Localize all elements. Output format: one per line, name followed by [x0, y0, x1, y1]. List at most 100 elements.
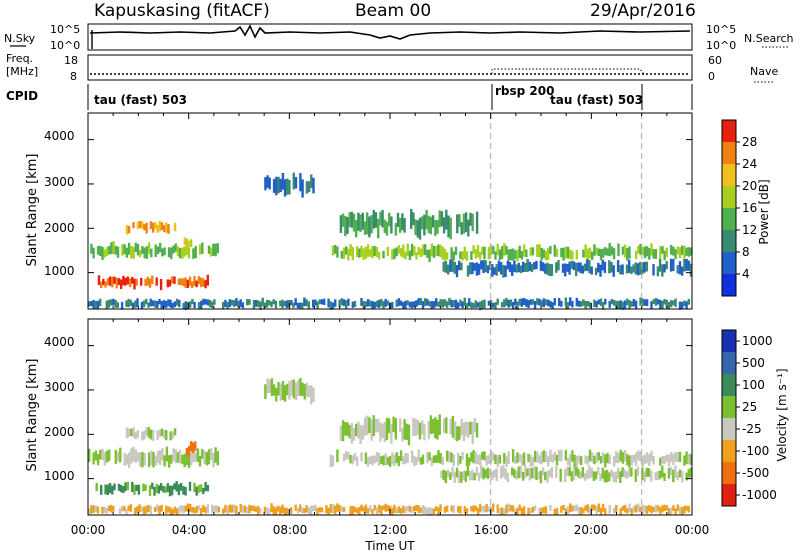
- freq-left-label-1: Freq.: [6, 52, 33, 65]
- data-cell-0-7-14: [471, 262, 474, 275]
- data-cell-1-1-30: [162, 486, 165, 493]
- velocity-cbar-swatch-4: [722, 396, 736, 418]
- data-cell-1-5-17: [366, 457, 370, 467]
- data-cell-0-5-119: [591, 251, 594, 261]
- velocity-colorbar-label: Velocity [m s⁻¹]: [775, 368, 789, 461]
- data-cell-0-8-136: [386, 300, 390, 306]
- velocity-ytick-3000: 3000: [44, 380, 75, 394]
- data-cell-1-8-272: [685, 505, 688, 511]
- data-cell-0-7-42: [533, 262, 536, 270]
- data-cell-0-8-184: [492, 302, 495, 308]
- data-cell-0-5-66: [474, 249, 477, 259]
- data-cell-0-8-81: [265, 299, 269, 308]
- data-cell-0-5-155: [670, 245, 673, 255]
- data-cell-0-8-72: [246, 299, 249, 306]
- data-cell-1-6-15: [372, 415, 375, 437]
- data-cell-1-0-22: [136, 452, 140, 462]
- data-cell-1-1-11: [120, 484, 123, 493]
- data-cell-1-6-24: [392, 416, 395, 433]
- data-cell-0-6-14: [370, 215, 373, 234]
- data-cell-0-6-59: [469, 212, 472, 226]
- data-cell-0-8-134: [382, 301, 385, 310]
- data-cell-0-7-88: [634, 262, 637, 275]
- data-cell-0-3-3: [132, 222, 135, 229]
- data-cell-0-5-96: [540, 247, 543, 261]
- data-cell-0-5-100: [549, 245, 552, 254]
- data-cell-1-7-113: [689, 467, 693, 478]
- data-cell-1-7-49: [548, 469, 551, 477]
- data-cell-0-5-121: [595, 247, 598, 256]
- data-cell-1-7-19: [482, 467, 485, 480]
- data-cell-1-8-270: [681, 507, 684, 516]
- data-cell-0-8-144: [404, 300, 407, 309]
- data-cell-1-8-200: [527, 507, 530, 516]
- data-cell-1-5-79: [503, 453, 506, 464]
- data-cell-1-5-123: [599, 456, 603, 464]
- data-cell-0-1-18: [135, 279, 138, 286]
- data-cell-1-8-17: [125, 508, 128, 515]
- data-cell-0-6-60: [471, 213, 474, 231]
- data-cell-1-5-76: [496, 455, 499, 468]
- data-cell-0-8-8: [105, 300, 108, 309]
- data-cell-0-7-39: [526, 259, 529, 273]
- data-cell-1-5-92: [531, 457, 535, 467]
- data-cell-0-8-140: [395, 299, 398, 307]
- velocity-cbar-swatch-6: [722, 352, 736, 374]
- data-cell-0-8-132: [377, 299, 381, 308]
- data-cell-1-8-110: [329, 504, 332, 513]
- data-cell-0-7-98: [656, 266, 660, 277]
- data-cell-0-8-145: [406, 300, 409, 306]
- data-cell-0-8-182: [487, 300, 491, 306]
- data-cell-1-1-32: [166, 483, 169, 493]
- data-cell-0-1-4: [104, 281, 107, 288]
- data-cell-0-7-3: [447, 264, 450, 275]
- data-cell-1-8-57: [213, 505, 216, 513]
- data-cell-1-8-53: [204, 507, 207, 514]
- data-cell-1-4-1: [266, 378, 269, 394]
- data-cell-1-5-129: [612, 456, 616, 467]
- data-cell-0-8-87: [279, 300, 282, 307]
- data-cell-0-8-202: [531, 299, 535, 305]
- data-cell-1-8-130: [373, 504, 376, 511]
- data-cell-1-5-18: [369, 456, 372, 464]
- data-cell-0-7-12: [466, 265, 470, 277]
- data-cell-0-8-178: [479, 301, 482, 311]
- data-cell-1-0-33: [161, 447, 164, 461]
- x-axis: 00:00 04:00 08:00 12:00 16:00 20:00 00:0…: [71, 523, 710, 553]
- data-cell-0-8-62: [224, 299, 227, 307]
- data-cell-0-1-33: [168, 279, 172, 287]
- data-cell-1-5-7: [345, 451, 348, 460]
- data-cell-0-8-44: [184, 301, 187, 311]
- velocity-panel: Slant Range [km] 4000 3000 2000 1000: [25, 318, 693, 516]
- data-cell-1-8-267: [674, 508, 677, 515]
- data-cell-1-7-38: [524, 464, 527, 478]
- data-cell-1-7-41: [530, 467, 534, 479]
- data-cell-1-3-20: [169, 431, 172, 441]
- data-cell-1-1-37: [177, 484, 181, 496]
- data-cell-1-8-258: [654, 504, 658, 513]
- data-cell-0-5-36: [408, 250, 412, 261]
- data-cell-1-5-49: [437, 450, 440, 463]
- data-cell-1-7-1: [442, 469, 445, 481]
- data-cell-1-0-19: [130, 448, 133, 464]
- data-cell-1-7-8: [458, 470, 461, 483]
- data-cell-0-8-161: [441, 299, 444, 308]
- data-cell-0-5-1: [331, 245, 335, 256]
- data-cell-1-7-20: [484, 469, 487, 478]
- data-cell-1-0-35: [165, 446, 168, 462]
- data-cell-0-1-17: [133, 278, 136, 290]
- data-cell-1-8-62: [224, 504, 227, 513]
- data-cell-1-8-25: [142, 506, 146, 515]
- data-cell-0-7-55: [561, 263, 565, 273]
- data-cell-1-8-190: [505, 504, 508, 514]
- data-cell-1-5-121: [595, 452, 598, 463]
- power-cbar-swatch-4: [722, 186, 736, 208]
- data-cell-0-8-206: [540, 300, 543, 307]
- data-cell-0-5-105: [560, 247, 563, 258]
- data-cell-0-6-16: [374, 212, 378, 228]
- data-cell-1-7-30: [506, 472, 509, 483]
- data-cell-0-8-75: [252, 300, 256, 309]
- velocity-cbar-tick-5: -100: [742, 444, 769, 458]
- data-cell-1-8-163: [446, 505, 449, 512]
- power-data-layer: [87, 113, 693, 311]
